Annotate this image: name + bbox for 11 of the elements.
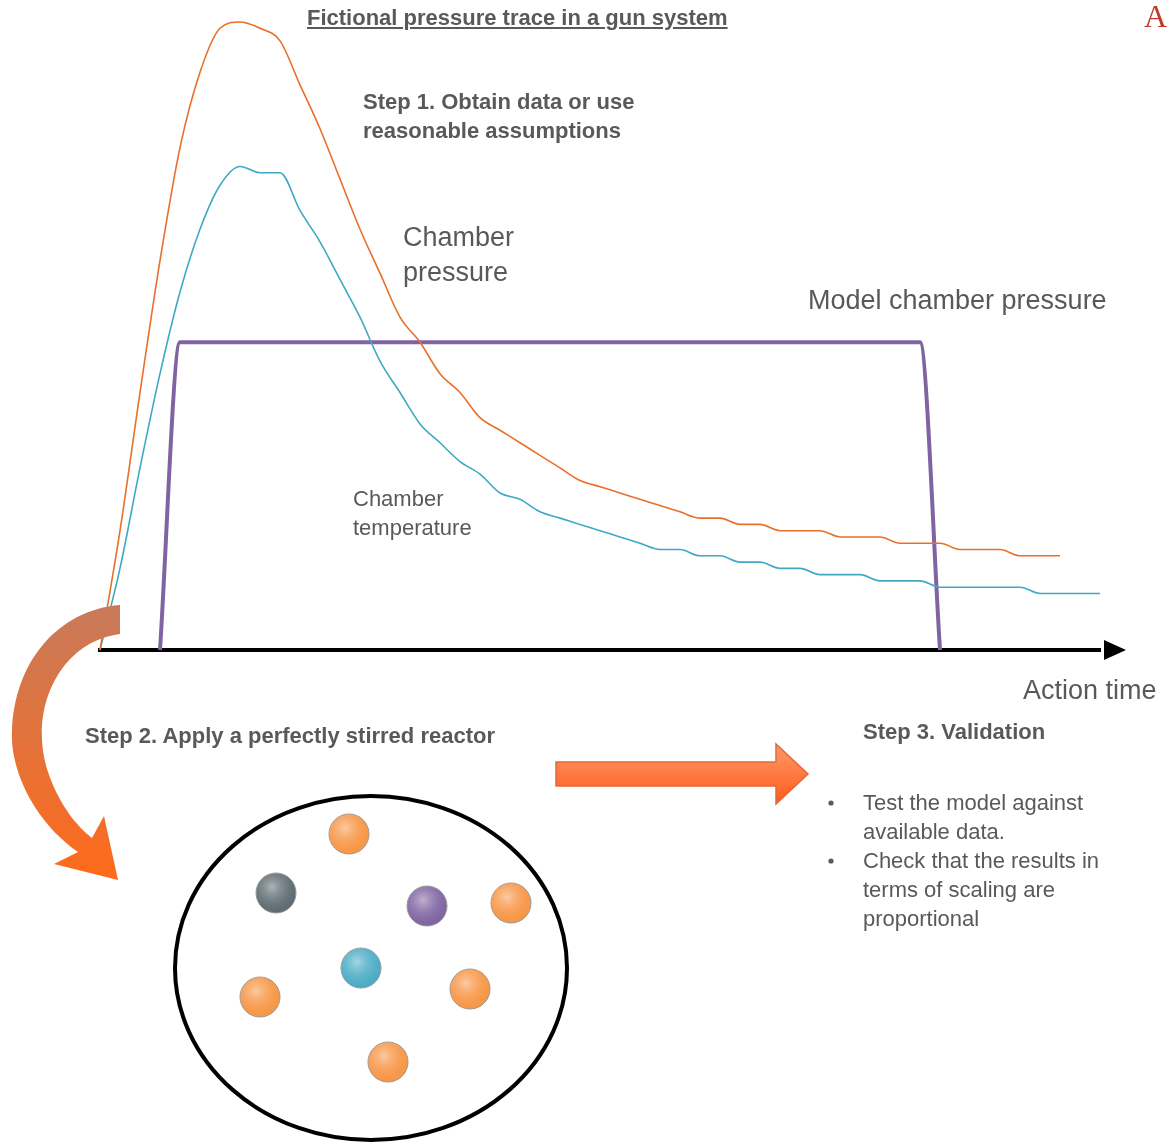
series-label: Model chamber pressure xyxy=(808,284,1107,317)
text: A xyxy=(1144,0,1168,36)
annotation: Step 1. Obtain data or use reasonable assumptions xyxy=(363,88,636,145)
chart-title: Fictional pressure trace in a gun system xyxy=(307,4,728,32)
text: Check that the results in terms of scaling are proportional xyxy=(863,847,1100,934)
series-label: Chamber temperature xyxy=(353,485,473,542)
text: Step 3. Validation xyxy=(863,718,1046,746)
x-axis-title: Action time xyxy=(1023,674,1157,707)
series-label: Chamber pressure xyxy=(403,221,516,290)
text: Test the model against available data. xyxy=(863,789,1085,847)
text: Step 2. Apply a perfectly stirred reactor xyxy=(85,722,495,750)
